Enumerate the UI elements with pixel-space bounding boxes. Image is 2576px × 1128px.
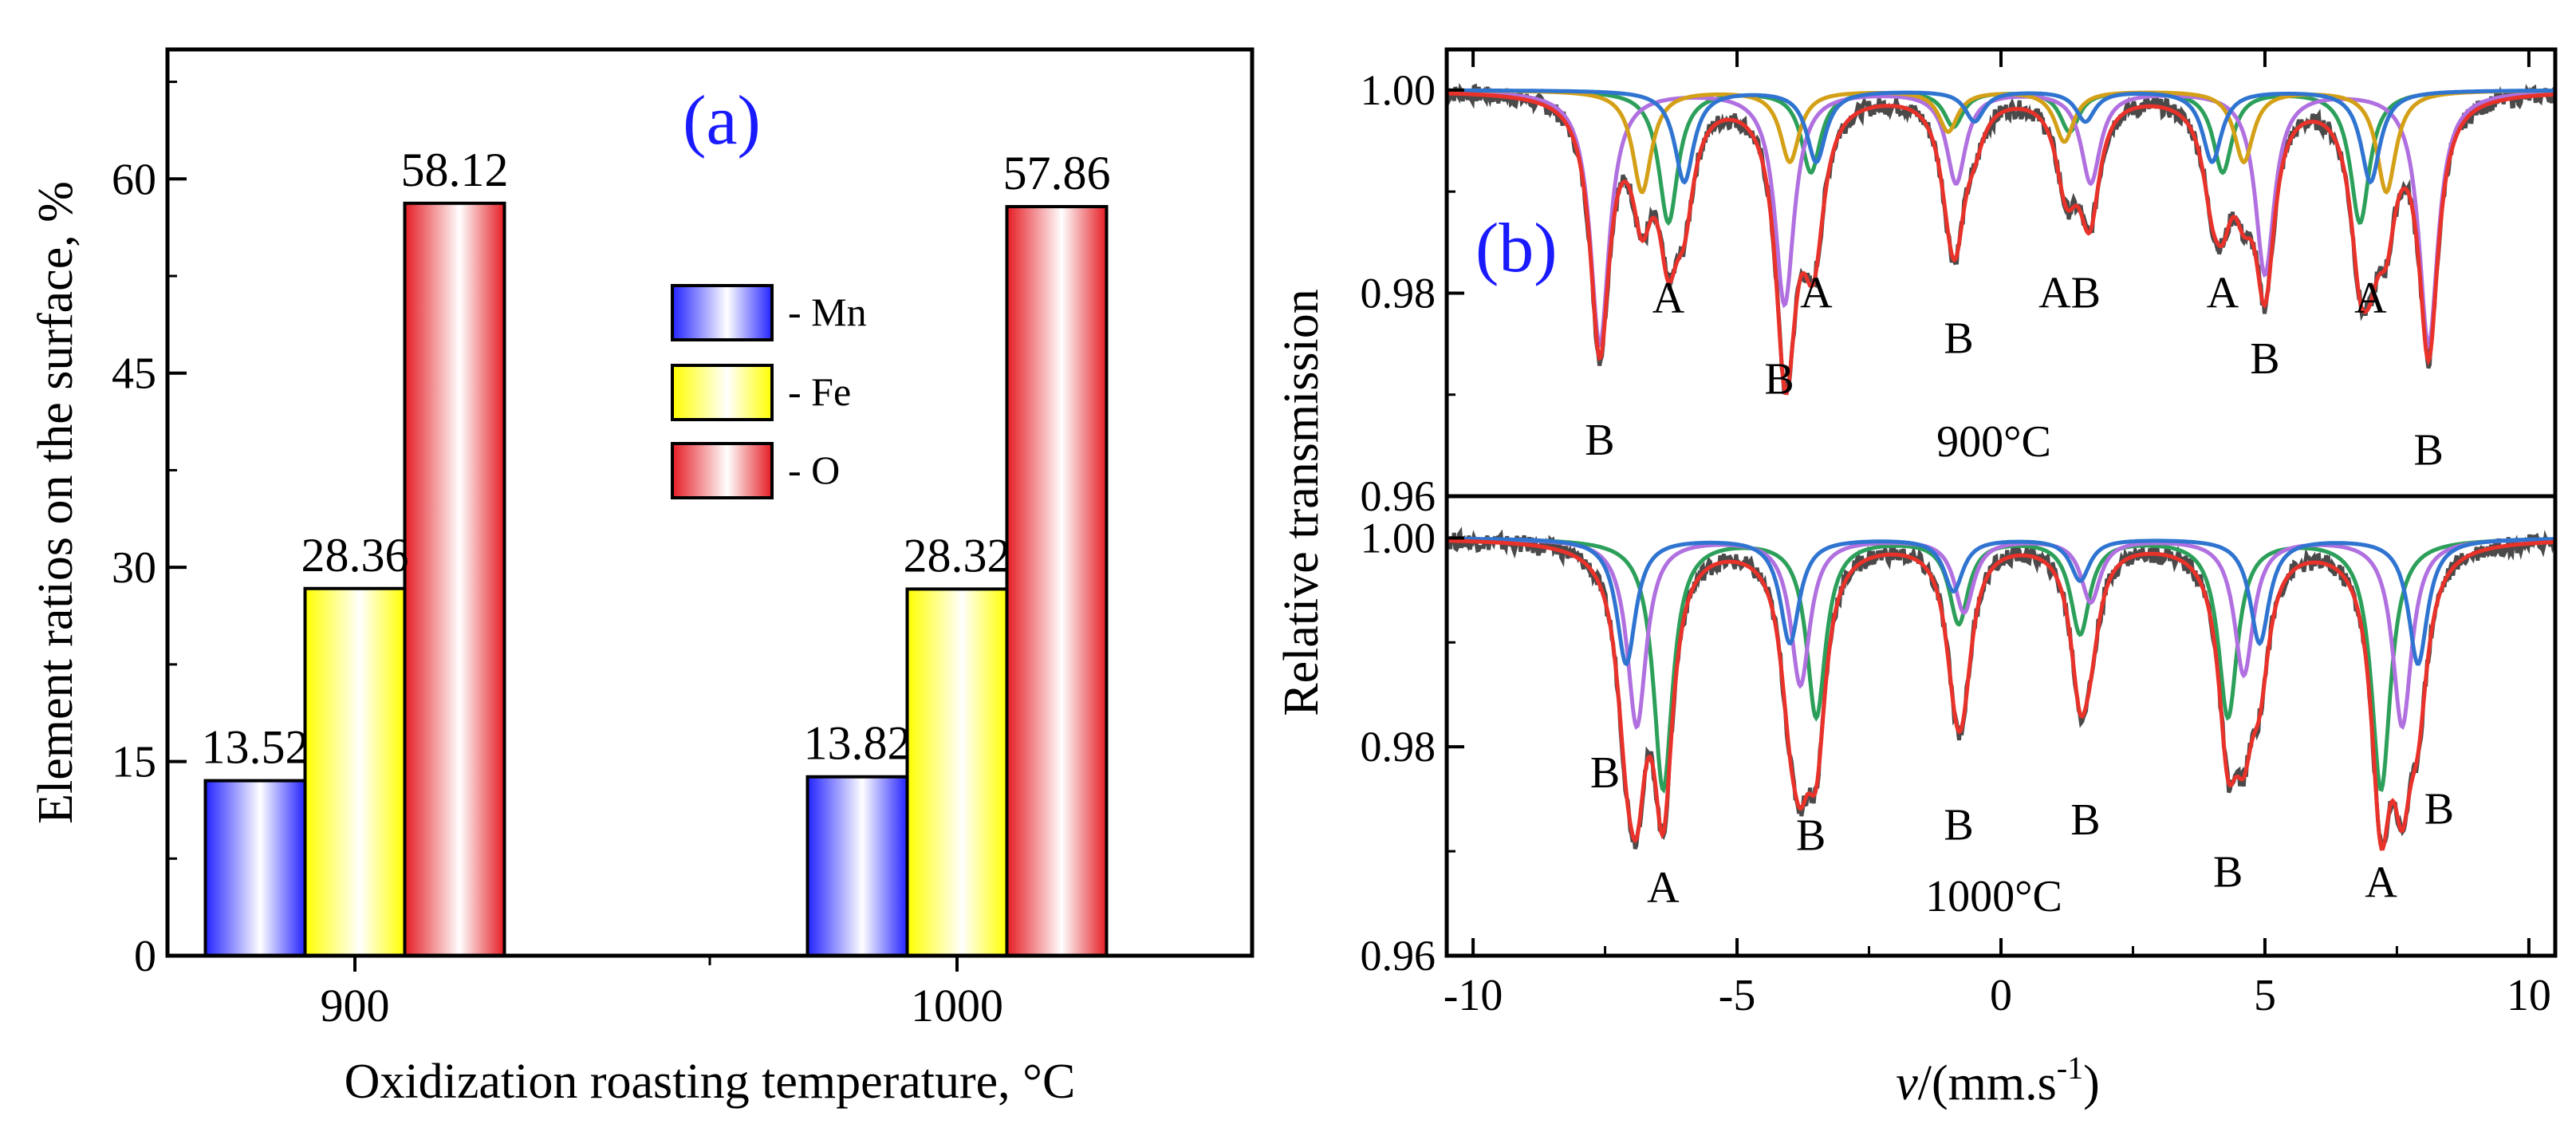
fitted-envelope-1000 [1447,538,2556,851]
spectra-y-label-1000-0.98: 0.98 [1361,723,1436,771]
y-axis-ticks: 0 15 30 45 60 [112,81,187,981]
peak-label-1000-3: B [1944,800,1973,850]
legend: - Mn - Fe - O [671,284,867,499]
peak-label-900-2: B [1764,355,1794,404]
spectra-x-label-0: 0 [1990,971,2012,1020]
y-tick-label-45: 45 [112,349,156,399]
legend-swatch-mn [671,284,774,341]
bar-mn-900 [203,779,307,957]
peak-label-900-4: B [1944,314,1973,364]
peak-label-900-1: A [1652,274,1685,323]
peak-label-1000-4: B [2070,795,2100,845]
spectra-x-label--5: -5 [1719,971,1756,1020]
x-label-unit: /(mm.s [1918,1056,2057,1110]
y-tick-label-0: 0 [134,932,156,981]
peak-label-900-7: B [2250,334,2279,384]
peak-label-900-6: A [2207,268,2239,317]
x-label-italic: v [1896,1056,1918,1110]
peak-label-1000-0: B [1590,748,1620,798]
panel-label-b: (b) [1475,210,1558,287]
subspectrum-1000-1 [1447,537,2555,730]
bar-o-900 [403,201,506,958]
spectra-y-label-900-1.00: 1.00 [1361,66,1436,114]
legend-label-o: - O [788,448,840,492]
spectra-y-label-900-0.98: 0.98 [1361,269,1436,317]
spectra-y-label-1000-0.96: 0.96 [1361,932,1436,980]
peak-label-1000-1: A [1647,863,1680,913]
subspectrum-900-3 [1447,88,2555,185]
x-label-close: ) [2083,1056,2100,1110]
spectra-x-axis-label: v/(mm.s-1) [1896,1050,2099,1110]
spectra-x-label-5: 5 [2254,971,2276,1020]
bar-chart-panel: 13.52 28.36 58.12 13.82 28.32 57.86 0 15 30 45 60… [29,47,1255,1109]
subspectrum-1000-2 [1447,536,2555,667]
spectra-y-label-900-0.96: 0.96 [1361,472,1436,520]
y-tick-label-60: 60 [112,155,156,204]
subspectrum-900-2 [1446,89,2555,195]
peak-label-900-3: A [1800,268,1833,317]
x-tick-label-900: 900 [321,980,390,1031]
legend-label-fe: - Fe [788,369,851,414]
legend-swatch-o [671,442,774,499]
peak-label-1000-7: B [2424,785,2454,834]
fitted-envelope-900 [1446,91,2556,396]
bar-mn-1000 [805,775,909,957]
x-label-sup: -1 [2057,1050,2083,1086]
bar-label-fe-900: 28.36 [301,529,409,582]
peak-label-900-8: A [2354,274,2387,323]
y-tick-label-30: 30 [112,543,156,593]
legend-swatch-fe [671,364,774,421]
x-axis-label: Oxidization roasting temperature, °C [345,1055,1076,1109]
spectra-y-label-1000-1.00: 1.00 [1361,514,1436,562]
bar-label-mn-1000: 13.82 [804,717,912,770]
temp-label-1000: 1000°C [1925,872,2062,921]
bar-o-1000 [1005,205,1109,958]
spectra-y-axis-label: Relative transmission [1274,289,1329,716]
x-axis-ticks: 900 1000 [321,956,1003,1031]
legend-label-mn: - Mn [788,290,867,334]
y-tick-label-15: 15 [112,738,156,787]
peak-label-900-0: B [1585,416,1614,465]
bar-value-labels: 13.52 28.36 58.12 13.82 28.32 57.86 [202,144,1111,774]
peak-label-1000-2: B [1796,811,1826,860]
spectra-x-label--10: -10 [1444,971,1503,1020]
peak-label-900-5: AB [2038,268,2101,317]
bar-group [203,201,1109,958]
peak-label-1000-6: A [2365,858,2397,907]
bar-label-mn-900: 13.52 [202,721,309,774]
x-tick-label-1000: 1000 [911,980,1003,1031]
bar-label-o-1000: 57.86 [1003,147,1111,199]
panel-label-a: (a) [683,82,761,160]
bar-label-fe-1000: 28.32 [904,529,1011,582]
temp-label-900: 900°C [1936,417,2051,467]
bar-fe-900 [303,586,407,957]
peak-label-900-9: B [2413,426,2443,475]
bar-label-o-900: 58.12 [401,144,509,196]
spectra-curves [1444,82,2558,851]
spectra-axis-ticks: 1.000.980.961.000.980.96-10 -5 0 5 10 [1361,49,2551,1020]
subspectrum-900-1 [1446,89,2556,350]
bar-fe-1000 [905,587,1009,957]
peak-label-1000-5: B [2213,847,2243,897]
spectra-x-label-10: 10 [2507,971,2551,1020]
y-axis-label: Element ratios on the surface, % [29,181,83,824]
